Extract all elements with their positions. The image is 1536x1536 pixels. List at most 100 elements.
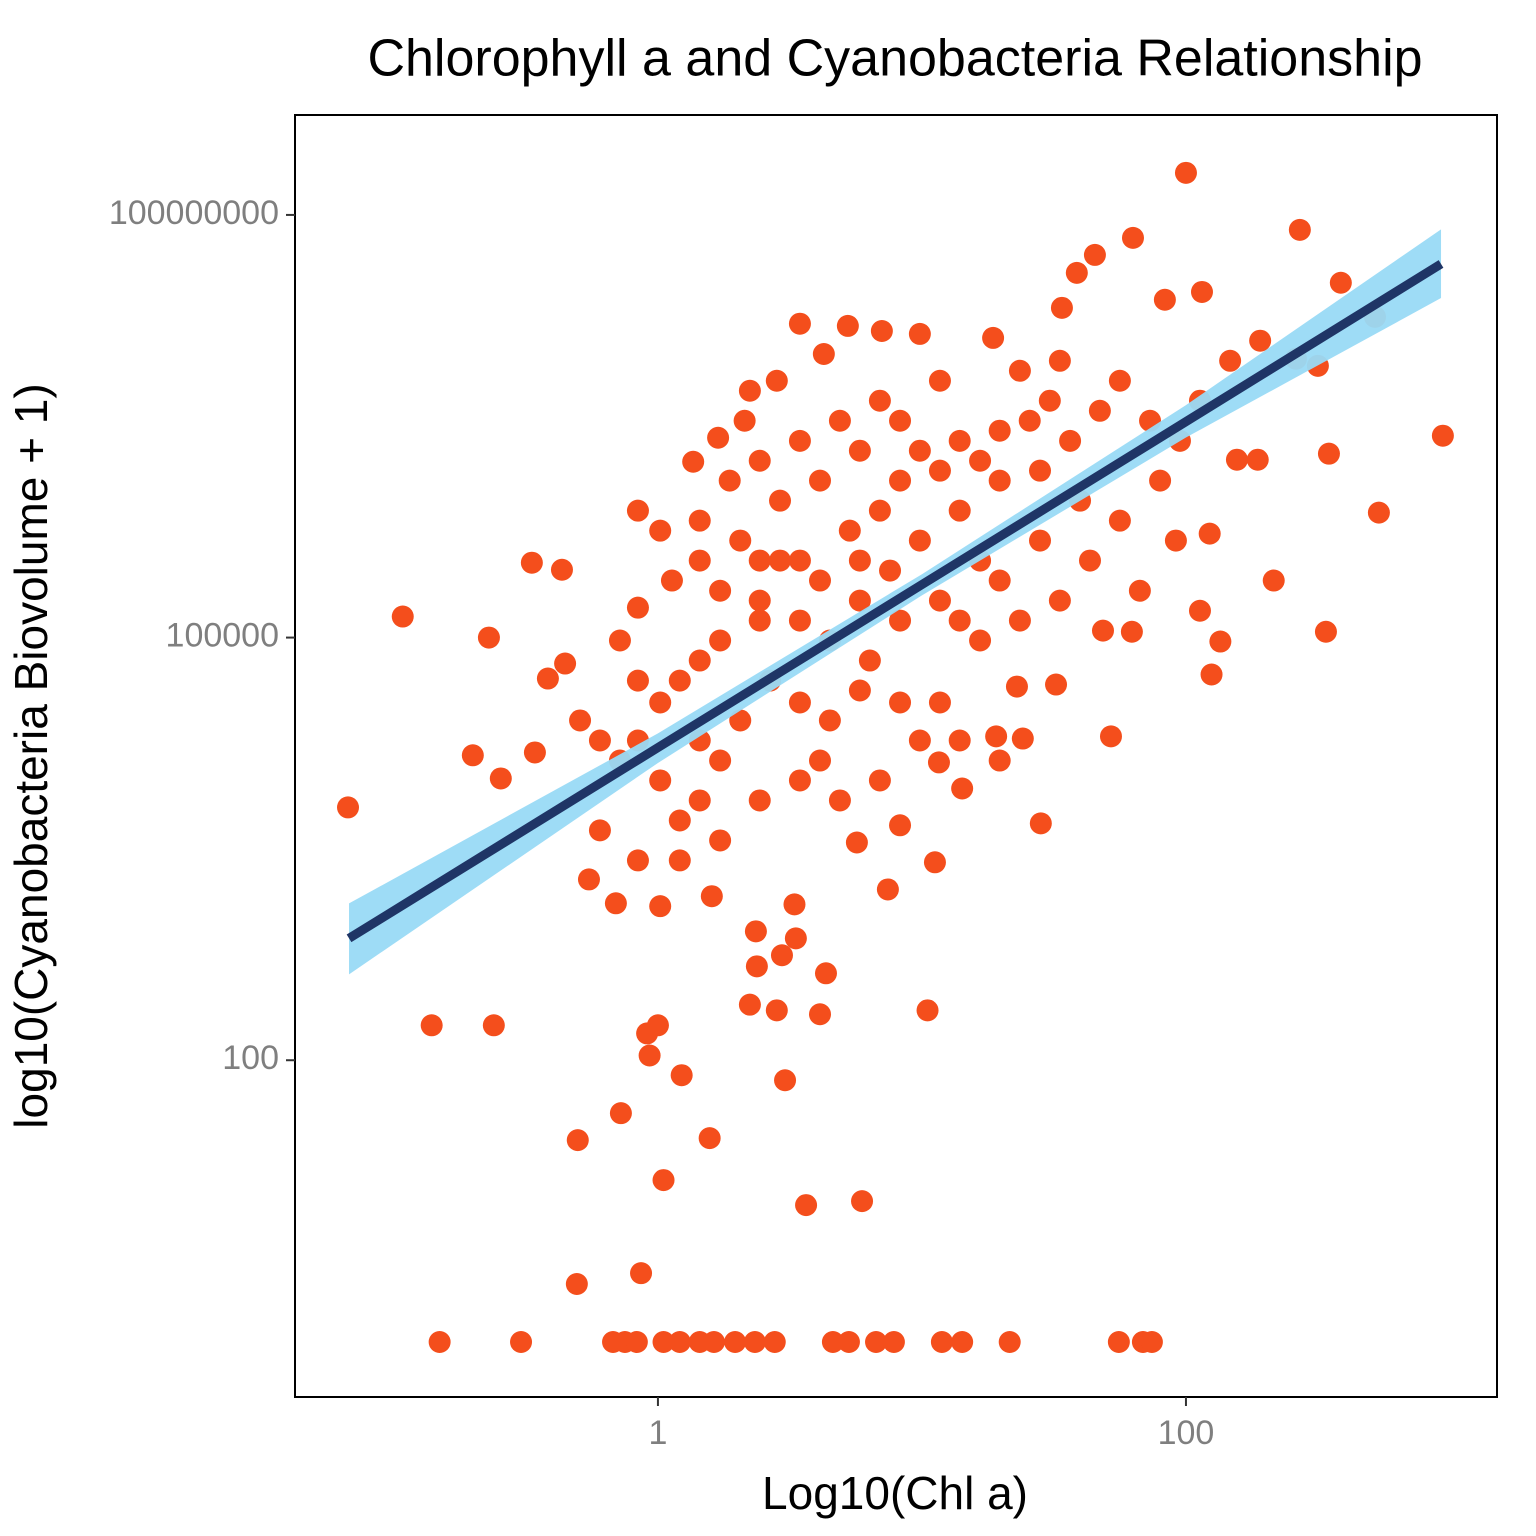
- point: [988, 419, 1011, 442]
- point: [510, 1330, 533, 1353]
- point: [688, 649, 711, 672]
- point: [1108, 369, 1131, 392]
- point: [588, 819, 611, 842]
- point: [748, 449, 771, 472]
- point: [765, 999, 788, 1022]
- point: [808, 749, 831, 772]
- point: [609, 1102, 632, 1125]
- point: [879, 559, 902, 582]
- point: [927, 751, 950, 774]
- point: [1120, 620, 1143, 643]
- point: [743, 1330, 766, 1353]
- point: [729, 529, 752, 552]
- point: [808, 1003, 831, 1026]
- point: [1045, 673, 1068, 696]
- point: [748, 589, 771, 612]
- point: [626, 499, 649, 522]
- point: [982, 326, 1005, 349]
- point: [709, 579, 732, 602]
- point: [626, 669, 649, 692]
- point: [889, 691, 912, 714]
- point: [808, 569, 831, 592]
- point: [698, 1127, 721, 1150]
- point: [763, 1330, 786, 1353]
- point: [1431, 424, 1454, 447]
- point: [988, 749, 1011, 772]
- point: [729, 709, 752, 732]
- y-tick-label: 100000000: [109, 194, 279, 232]
- point: [769, 489, 792, 512]
- point: [718, 469, 741, 492]
- point: [588, 729, 611, 752]
- point: [748, 549, 771, 572]
- point: [709, 629, 732, 652]
- point: [836, 314, 859, 337]
- point: [988, 569, 1011, 592]
- point: [630, 1262, 653, 1285]
- point: [769, 549, 792, 572]
- point: [858, 649, 881, 672]
- point: [1128, 579, 1151, 602]
- point: [948, 729, 971, 752]
- point: [1246, 448, 1269, 471]
- point: [868, 499, 891, 522]
- point: [951, 1330, 974, 1353]
- point: [788, 549, 811, 572]
- point: [788, 691, 811, 714]
- point: [523, 741, 546, 764]
- point: [821, 1330, 844, 1353]
- point: [738, 993, 761, 1016]
- point: [668, 1330, 691, 1353]
- point: [889, 469, 912, 492]
- point: [868, 769, 891, 792]
- point: [908, 529, 931, 552]
- point: [928, 459, 951, 482]
- point: [837, 1330, 860, 1353]
- point: [391, 605, 414, 628]
- point: [649, 769, 672, 792]
- point: [928, 691, 951, 714]
- point: [668, 669, 691, 692]
- point: [838, 519, 861, 542]
- point: [948, 499, 971, 522]
- point: [845, 831, 868, 854]
- point: [1121, 226, 1144, 249]
- point: [1317, 442, 1340, 465]
- point: [788, 609, 811, 632]
- point: [688, 789, 711, 812]
- point: [649, 691, 672, 714]
- chart-title: Chlorophyll a and Cyanobacteria Relation…: [367, 30, 1422, 88]
- x-tick-label: 1: [648, 1414, 667, 1452]
- point: [520, 551, 543, 574]
- point: [1059, 429, 1082, 452]
- point: [783, 893, 806, 916]
- point: [808, 469, 831, 492]
- point: [1249, 329, 1272, 352]
- point: [765, 369, 788, 392]
- point: [1149, 469, 1172, 492]
- point: [477, 626, 500, 649]
- point: [1078, 549, 1101, 572]
- point: [428, 1330, 451, 1353]
- point: [1083, 243, 1106, 266]
- point: [550, 558, 573, 581]
- point: [969, 449, 992, 472]
- point: [923, 851, 946, 874]
- point: [908, 322, 931, 345]
- point: [554, 652, 577, 675]
- point: [625, 1330, 648, 1353]
- point: [1029, 812, 1052, 835]
- point: [870, 320, 893, 343]
- point: [1174, 161, 1197, 184]
- point: [998, 1330, 1021, 1353]
- point: [889, 814, 912, 837]
- point: [652, 1169, 675, 1192]
- point: [745, 955, 768, 978]
- point: [851, 1190, 874, 1213]
- point: [660, 569, 683, 592]
- point: [1288, 218, 1311, 241]
- point: [1190, 280, 1213, 303]
- point: [1018, 409, 1041, 432]
- point: [774, 1069, 797, 1092]
